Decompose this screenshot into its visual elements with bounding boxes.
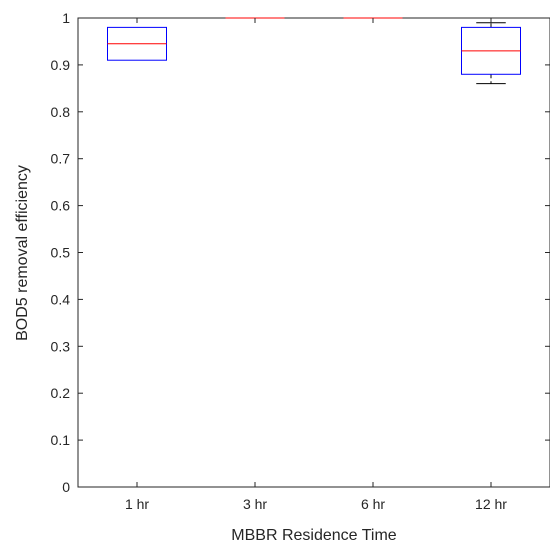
x-tick-label: 12 hr bbox=[475, 496, 507, 512]
y-tick-label: 0.2 bbox=[51, 385, 71, 401]
y-tick-label: 0.3 bbox=[51, 338, 71, 354]
y-tick-label: 0.7 bbox=[51, 151, 71, 167]
y-tick-label: 0 bbox=[62, 479, 70, 495]
y-tick-label: 1 bbox=[62, 10, 70, 26]
x-axis: 1 hr 3 hr 6 hr 12 hr bbox=[125, 18, 507, 512]
box-1-hr bbox=[107, 26, 167, 61]
y-tick-label: 0.1 bbox=[51, 432, 71, 448]
y-tick-label: 0.8 bbox=[51, 104, 71, 120]
x-tick-label: 1 hr bbox=[125, 496, 149, 512]
x-tick-label: 6 hr bbox=[361, 496, 385, 512]
box-12-hr bbox=[461, 22, 521, 85]
y-tick-label: 0.5 bbox=[51, 245, 71, 261]
y-tick-label: 0.6 bbox=[51, 198, 71, 214]
box-series bbox=[107, 17, 521, 85]
x-axis-label: MBBR Residence Time bbox=[231, 527, 396, 544]
y-tick-label: 0.4 bbox=[51, 291, 71, 307]
y-axis: 0 0.1 0.2 0.3 0.4 0.5 0.6 0.7 0.8 0.9 1 bbox=[51, 10, 550, 495]
y-axis-label: BOD5 removal efficiency bbox=[14, 165, 31, 341]
y-tick-label: 0.9 bbox=[51, 57, 71, 73]
x-tick-label: 3 hr bbox=[243, 496, 267, 512]
